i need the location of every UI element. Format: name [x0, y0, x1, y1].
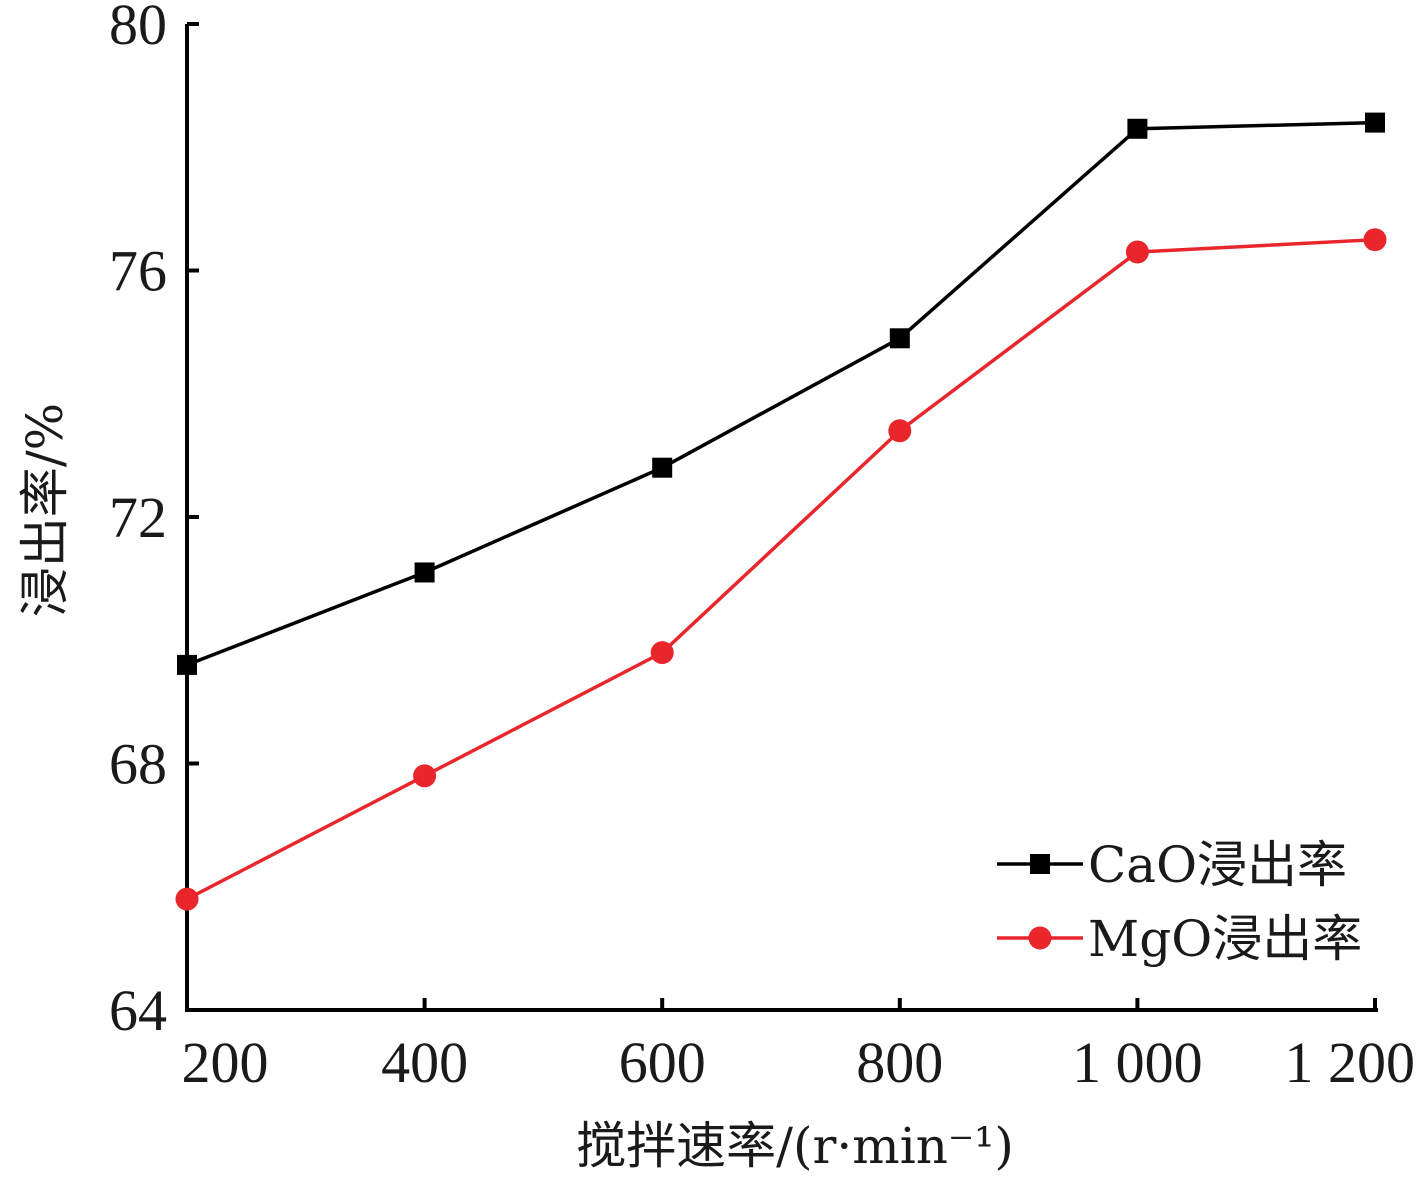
cao-point [1127, 118, 1148, 139]
y-tick-label: 68 [109, 732, 167, 797]
cao-legend-label: CaO浸出率 [1088, 836, 1347, 894]
mgo-point [413, 764, 437, 788]
mgo-series-line [186, 237, 1376, 901]
y-tick-label: 76 [109, 239, 167, 304]
x-axis-title: 搅拌速率/(r·min⁻¹) [576, 1117, 1014, 1175]
y-tick-label: 80 [109, 0, 167, 57]
cao-point [889, 328, 910, 349]
cao-point [177, 654, 197, 675]
mgo-legend-marker [1028, 926, 1052, 950]
y-axis-ticks: 64 68 72 76 80 [109, 0, 199, 1043]
cao-point [1365, 112, 1385, 133]
y-axis-title: 浸出率/% [16, 403, 74, 617]
mgo-point [1125, 240, 1149, 264]
cao-series-line [186, 120, 1376, 667]
x-tick-label: 200 [182, 1030, 269, 1095]
cao-point [414, 562, 435, 583]
plot-area: 64 68 72 76 80 200 400 600 800 1 000 1 200 [109, 0, 1415, 1095]
cao-legend-marker [1030, 854, 1050, 874]
y-tick-label: 64 [109, 978, 167, 1043]
x-tick-label: 800 [856, 1030, 943, 1095]
x-axis-ticks: 200 400 600 800 1 000 1 200 [182, 998, 1416, 1095]
mgo-point [650, 641, 674, 665]
mgo-point [1363, 228, 1387, 252]
x-tick-label: 1 200 [1285, 1030, 1416, 1095]
x-tick-label: 600 [619, 1030, 706, 1095]
series-layer [175, 112, 1387, 911]
mgo-legend-label: MgO浸出率 [1088, 910, 1362, 968]
mgo-point [888, 419, 912, 443]
x-tick-label: 400 [381, 1030, 468, 1095]
cao-point [652, 457, 673, 478]
legend: CaO浸出率 MgO浸出率 [997, 836, 1362, 968]
y-tick-label: 72 [109, 485, 167, 550]
mgo-point [175, 887, 199, 911]
x-tick-label: 1 000 [1072, 1030, 1203, 1095]
